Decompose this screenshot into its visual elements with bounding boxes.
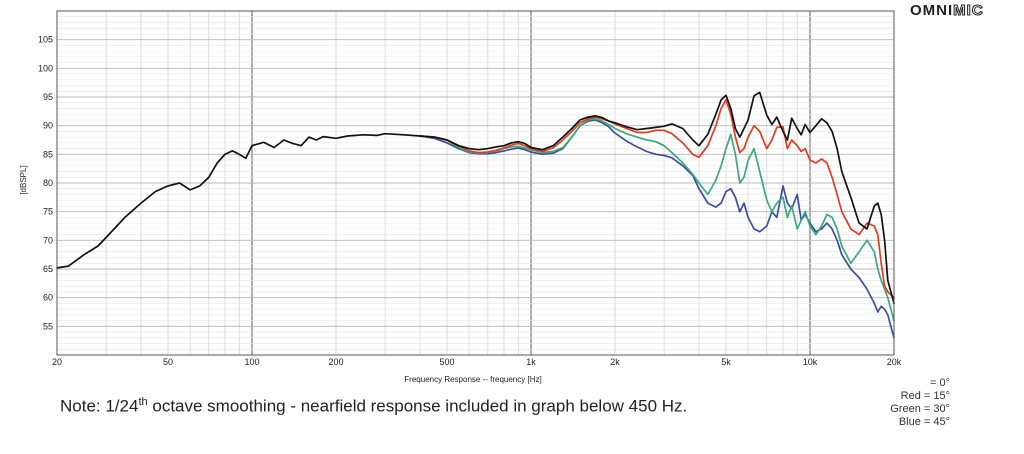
y-tick-label: 100 bbox=[38, 63, 53, 73]
series-line-0 bbox=[56, 91, 895, 305]
legend-entry-15deg: Red = 15° bbox=[900, 390, 950, 402]
y-tick-label: 85 bbox=[43, 149, 53, 159]
y-tick-label: 95 bbox=[43, 92, 53, 102]
y-tick-label: 90 bbox=[43, 121, 53, 131]
logo-part-mic: MIC bbox=[953, 2, 984, 20]
note-superscript: th bbox=[138, 396, 148, 408]
smoothing-note: Note: 1/24th octave smoothing - nearfiel… bbox=[60, 396, 687, 417]
x-tick-label: 20k bbox=[887, 357, 902, 367]
x-tick-label: 100 bbox=[244, 357, 259, 367]
series-line-2 bbox=[419, 117, 895, 322]
legend-entry-30deg: Green = 30° bbox=[890, 403, 950, 415]
x-tick-label: 2k bbox=[610, 357, 620, 367]
legend-entry-0deg: = 0° bbox=[930, 377, 950, 389]
angle-legend: = 0° Red = 15° Green = 30° Blue = 45° bbox=[860, 377, 950, 429]
x-tick-label: 500 bbox=[440, 357, 455, 367]
x-tick-label: 200 bbox=[328, 357, 343, 367]
x-tick-label: 10k bbox=[803, 357, 818, 367]
note-prefix: Note: 1/24 bbox=[60, 396, 139, 416]
logo-part-omni: OMNI bbox=[910, 2, 954, 19]
chart-ticks: 20 50 100 200 500 1k 2k 5k 10k 20k 55 60 65 70 75 80 85 9… bbox=[38, 35, 902, 367]
y-tick-label: 60 bbox=[43, 293, 53, 303]
omnimic-logo: OMNIMIC bbox=[910, 2, 984, 20]
chart-grid bbox=[56, 11, 895, 355]
y-tick-label: 80 bbox=[43, 178, 53, 188]
series-line-1 bbox=[419, 99, 895, 299]
x-tick-label: 5k bbox=[721, 357, 731, 367]
x-tick-label: 50 bbox=[163, 357, 173, 367]
series-line-3 bbox=[419, 119, 895, 339]
x-axis-label: Frequency Response -- frequency [Hz] bbox=[404, 375, 541, 384]
y-tick-label: 70 bbox=[43, 235, 53, 245]
plot-frame bbox=[56, 10, 895, 356]
y-tick-label: 75 bbox=[43, 207, 53, 217]
note-suffix: octave smoothing - nearfield response in… bbox=[147, 396, 688, 416]
chart-series-group bbox=[56, 91, 895, 339]
legend-entry-45deg: Blue = 45° bbox=[898, 416, 950, 428]
y-tick-label: 105 bbox=[38, 35, 53, 45]
y-tick-label: 65 bbox=[43, 264, 53, 274]
x-tick-label: 1k bbox=[526, 357, 536, 367]
x-tick-label: 20 bbox=[52, 357, 62, 367]
y-tick-label: 55 bbox=[43, 321, 53, 331]
y-axis-label: [dBSPL] bbox=[19, 165, 28, 194]
